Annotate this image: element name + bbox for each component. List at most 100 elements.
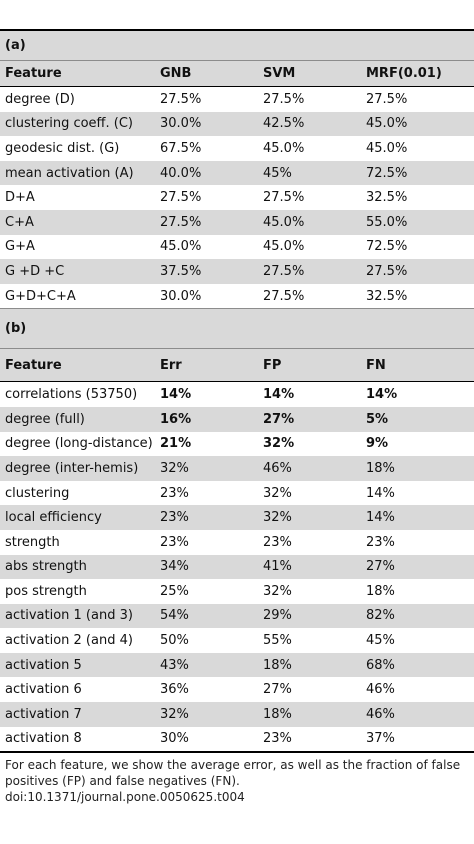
table-b-row: degree (full) 16% 27% 5%	[0, 406, 474, 432]
table-b-cell: 32%	[263, 485, 292, 501]
table-b-cell: 82%	[361, 603, 474, 629]
section-a-label: (a)	[0, 31, 474, 61]
table-a-header-svm: SVM	[258, 61, 361, 87]
table-a-cell: C+A	[0, 209, 155, 235]
table-b-row: activation 8 30% 23% 37%	[0, 727, 474, 752]
table-a-cell: 45.0%	[361, 111, 474, 137]
table-b-cell: 32%	[263, 436, 295, 452]
table-b-cell: 23%	[160, 534, 189, 550]
table-a-cell: degree (D)	[5, 91, 75, 107]
table-b-cell: 14%	[361, 505, 474, 530]
table-a-cell: 55.0%	[361, 209, 474, 235]
table-b-cell: 23%	[155, 505, 258, 530]
table-b-cell: 14%	[366, 485, 395, 501]
table-a-cell: mean activation (A)	[0, 160, 155, 186]
table-a-header-gnb: GNB	[155, 61, 258, 87]
table-b-cell: activation 5	[0, 652, 155, 678]
section-a-label-text: (a)	[5, 38, 26, 53]
table-a-cell: geodesic dist. (G)	[5, 140, 120, 156]
table-a-cell: 32.5%	[366, 190, 408, 206]
table-b-cell: 27%	[258, 406, 361, 432]
table-b-header-err: Err	[155, 349, 258, 383]
doi-text: doi:10.1371/journal.pone.0050625.t004	[5, 790, 245, 805]
table-b-row: activation 7 32% 18% 46%	[0, 702, 474, 727]
table-b-row: correlations (53750) 14% 14% 14%	[0, 382, 474, 407]
table-b-row: degree (inter-hemis) 32% 46% 18%	[0, 456, 474, 481]
table-b-cell: 45%	[366, 633, 395, 649]
table-b-cell: 16%	[155, 406, 258, 432]
table-a-cell: G +D +C	[0, 259, 155, 284]
table-b-cell: 14%	[160, 387, 192, 403]
table-a-cell: 45.0%	[263, 140, 305, 156]
table-b-cell: pos strength	[5, 583, 87, 599]
table-b-cell: degree (full)	[0, 406, 155, 432]
table-b-cell: 9%	[366, 436, 389, 452]
table-b-cell: 55%	[263, 633, 292, 649]
table-a-cell: 27.5%	[263, 91, 305, 107]
table-b-cell: 23%	[366, 534, 395, 550]
table-container: (a) Feature GNB SVM MRF(0.01) degree (D)…	[0, 0, 474, 805]
bottom-rule	[0, 751, 474, 754]
table-a-cell: 72.5%	[366, 239, 408, 255]
table-a-cell: G+D+C+A	[5, 288, 76, 304]
table-b-cell: 41%	[258, 554, 361, 580]
table-b-row: activation 6 36% 27% 46%	[0, 677, 474, 702]
table-a-row: mean activation (A) 40.0% 45% 72.5%	[0, 160, 474, 186]
table-b-row: degree (long-distance) 21% 32% 9%	[0, 432, 474, 457]
table-a-row: degree (D) 27.5% 27.5% 27.5%	[0, 87, 474, 112]
table-b-row: pos strength 25% 32% 18%	[0, 579, 474, 604]
table-a-cell: 27.5%	[366, 91, 408, 107]
table-b-header-fn: FN	[361, 349, 474, 383]
table-b-cell: 46%	[258, 456, 361, 481]
table-a: Feature GNB SVM MRF(0.01) degree (D) 27.5…	[0, 61, 474, 308]
table-a-cell: 45.0%	[263, 239, 305, 255]
table-b-cell: degree (inter-hemis)	[0, 456, 155, 481]
table-a-cell: 30.0%	[155, 111, 258, 137]
table-a-row: D+A 27.5% 27.5% 32.5%	[0, 185, 474, 210]
table-b-cell: 46%	[361, 702, 474, 727]
table-a-cell: clustering coeff. (C)	[0, 111, 155, 137]
table-a-row: G+D+C+A 30.0% 27.5% 32.5%	[0, 284, 474, 309]
table-a-row: C+A 27.5% 45.0% 55.0%	[0, 209, 474, 235]
table-b-row: abs strength 34% 41% 27%	[0, 554, 474, 580]
table-b-row: clustering 23% 32% 14%	[0, 481, 474, 506]
table-b-cell: 27%	[263, 682, 292, 698]
table-b-cell: 32%	[258, 505, 361, 530]
table-a-cell: 72.5%	[361, 160, 474, 186]
table-b-row: activation 2 (and 4) 50% 55% 45%	[0, 628, 474, 653]
table-b-cell: 32%	[155, 702, 258, 727]
table-a-cell: 37.5%	[155, 259, 258, 284]
table-a-cell: 27.5%	[160, 91, 202, 107]
table-a-cell: 32.5%	[366, 288, 408, 304]
table-a-cell: 45.0%	[258, 209, 361, 235]
table-b-cell: activation 6	[5, 682, 82, 698]
table-b-cell: 18%	[366, 583, 395, 599]
table-b-cell: strength	[5, 534, 60, 550]
table-b-row: local efficiency 23% 32% 14%	[0, 505, 474, 530]
table-a-cell: 40.0%	[155, 160, 258, 186]
table-b-cell: 23%	[263, 534, 292, 550]
table-b-cell: 54%	[155, 603, 258, 629]
table-b-cell: 27%	[361, 554, 474, 580]
table-b-cell: 68%	[361, 652, 474, 678]
section-b-label: (b)	[0, 308, 474, 350]
table-b-cell: 50%	[160, 633, 189, 649]
table-b-row: strength 23% 23% 23%	[0, 530, 474, 555]
table-b-cell: 46%	[366, 682, 395, 698]
table-b-header-feature: Feature	[0, 349, 155, 383]
table-b-cell: correlations (53750)	[5, 387, 138, 403]
table-a-cell: 45.0%	[160, 239, 202, 255]
table-b-cell: 14%	[366, 387, 398, 403]
table-b-cell: 34%	[155, 554, 258, 580]
table-a-row: G+A 45.0% 45.0% 72.5%	[0, 235, 474, 260]
table-a-cell: 42.5%	[258, 111, 361, 137]
top-rule	[0, 0, 474, 31]
table-a-cell: 67.5%	[160, 140, 202, 156]
table-a-cell: 45%	[258, 160, 361, 186]
table-a-header-feature: Feature	[0, 61, 155, 87]
table-b-row: activation 5 43% 18% 68%	[0, 652, 474, 678]
table-a-row: clustering coeff. (C) 30.0% 42.5% 45.0%	[0, 111, 474, 137]
table-b-cell: degree (long-distance)	[5, 436, 153, 452]
table-b-cell: 18%	[258, 652, 361, 678]
table-b-cell: abs strength	[0, 554, 155, 580]
